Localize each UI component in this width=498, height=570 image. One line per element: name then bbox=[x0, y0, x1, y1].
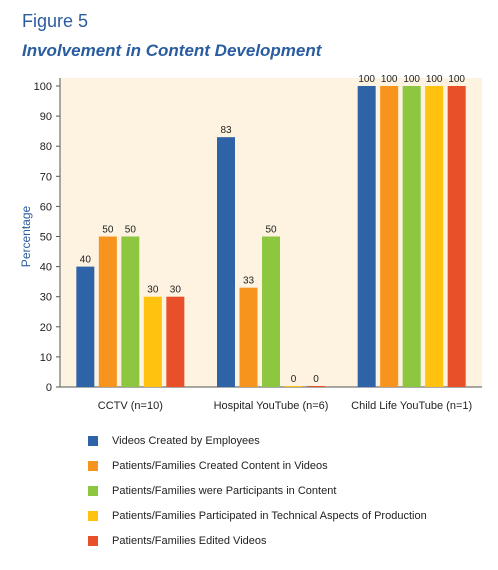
bar bbox=[98, 236, 117, 387]
x-tick-label: Hospital YouTube (n=6) bbox=[214, 400, 329, 412]
legend-swatch bbox=[88, 485, 98, 496]
data-label: 33 bbox=[243, 276, 255, 287]
x-tick-label: Child Life YouTube (n=1) bbox=[351, 400, 472, 412]
data-label: 100 bbox=[358, 74, 375, 85]
bar bbox=[425, 86, 444, 387]
legend-swatch bbox=[88, 510, 98, 521]
y-tick-label: 60 bbox=[40, 201, 52, 213]
bar bbox=[76, 266, 95, 387]
data-label: 100 bbox=[448, 74, 465, 85]
bar bbox=[402, 86, 421, 387]
legend-item: Patients/Families were Participants in C… bbox=[88, 478, 427, 503]
y-tick-label: 80 bbox=[40, 141, 52, 153]
bar-chart: 0 10 20 30 40 50 60 70 80 90 100 Percentage 40 50 50 30… bbox=[19, 74, 482, 412]
data-label: 40 bbox=[80, 255, 92, 266]
bar bbox=[217, 137, 235, 387]
bar bbox=[357, 86, 376, 387]
legend-item: Patients/Families Participated in Techni… bbox=[88, 503, 427, 528]
legend: Videos Created by Employees Patients/Fami… bbox=[88, 428, 427, 553]
data-label: 0 bbox=[313, 374, 319, 385]
legend-swatch bbox=[88, 460, 98, 471]
legend-label: Patients/Families Participated in Techni… bbox=[112, 509, 427, 522]
bar bbox=[239, 287, 258, 387]
data-label: 0 bbox=[291, 374, 297, 385]
data-label: 30 bbox=[170, 285, 182, 296]
data-label: 100 bbox=[381, 74, 398, 85]
legend-label: Videos Created by Employees bbox=[112, 434, 260, 447]
y-tick-label: 90 bbox=[40, 111, 52, 123]
legend-item: Patients/Families Edited Videos bbox=[88, 528, 427, 553]
y-axis-title: Percentage bbox=[19, 205, 33, 267]
data-label: 50 bbox=[102, 225, 114, 236]
bar bbox=[143, 296, 162, 387]
y-tick-label: 50 bbox=[40, 232, 52, 244]
bar bbox=[262, 236, 280, 387]
y-tick-label: 100 bbox=[34, 81, 52, 93]
bar bbox=[447, 86, 466, 387]
data-label: 100 bbox=[426, 74, 443, 85]
legend-swatch bbox=[88, 435, 98, 446]
y-tick-label: 10 bbox=[40, 352, 52, 364]
chart-title: Involvement in Content Development bbox=[22, 41, 322, 60]
data-label: 50 bbox=[265, 225, 277, 236]
bar bbox=[307, 386, 325, 387]
legend-swatch bbox=[88, 535, 98, 546]
data-label: 83 bbox=[220, 125, 232, 136]
bar bbox=[121, 236, 140, 387]
y-tick-label: 40 bbox=[40, 262, 52, 274]
data-label: 100 bbox=[403, 74, 420, 85]
y-tick-label: 30 bbox=[40, 292, 52, 304]
bar bbox=[380, 86, 399, 387]
legend-item: Patients/Families Created Content in Vid… bbox=[88, 453, 427, 478]
data-label: 50 bbox=[125, 225, 137, 236]
figure-label: Figure 5 bbox=[22, 11, 89, 31]
legend-label: Patients/Families Created Content in Vid… bbox=[112, 459, 328, 472]
y-tick-label: 20 bbox=[40, 322, 52, 334]
legend-label: Patients/Families Edited Videos bbox=[112, 534, 267, 547]
bar bbox=[284, 386, 303, 387]
legend-label: Patients/Families were Participants in C… bbox=[112, 484, 337, 497]
y-tick-label: 0 bbox=[46, 382, 52, 394]
y-tick-label: 70 bbox=[40, 171, 52, 183]
bar bbox=[166, 296, 185, 387]
x-tick-label: CCTV (n=10) bbox=[98, 400, 163, 412]
legend-item: Videos Created by Employees bbox=[88, 428, 427, 453]
data-label: 30 bbox=[147, 285, 159, 296]
